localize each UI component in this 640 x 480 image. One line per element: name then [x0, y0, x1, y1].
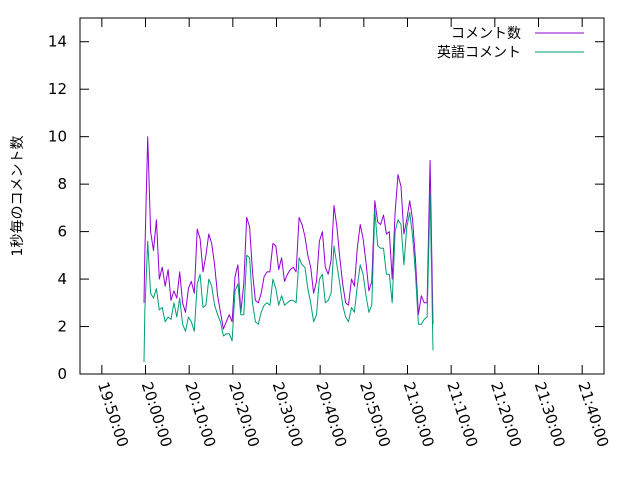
x-tick-label: 20:30:00 — [269, 380, 307, 450]
y-tick-label: 2 — [57, 318, 67, 336]
y-tick-label: 6 — [57, 223, 67, 241]
x-tick-label: 20:20:00 — [225, 380, 263, 450]
y-axis-label: 1秒毎のコメント数 — [10, 136, 26, 257]
axis-ticks: 0 2 4 6 8 10 12 14 19:50:00 20:00:00 20:10:00 20:20… — [48, 18, 612, 449]
plot-frame — [79, 17, 605, 375]
x-tick-label: 21:30:00 — [531, 380, 569, 450]
y-tick-label: 10 — [48, 128, 67, 146]
legend-label-2: 英語コメント — [437, 44, 521, 61]
x-tick-label: 21:10:00 — [443, 380, 481, 450]
x-tick-label: 20:10:00 — [181, 380, 219, 450]
x-tick-label: 21:00:00 — [400, 380, 438, 450]
plot-series — [143, 136, 434, 363]
x-tick-label: 20:40:00 — [312, 380, 350, 450]
x-tick-label: 21:20:00 — [487, 380, 525, 450]
x-tick-label: 20:00:00 — [138, 380, 176, 450]
y-tick-label: 12 — [48, 80, 67, 98]
series-line-2 — [143, 193, 434, 363]
x-tick-label: 21:40:00 — [574, 380, 612, 450]
y-tick-label: 0 — [57, 365, 67, 383]
y-tick-label: 4 — [57, 270, 67, 288]
x-tick-label: 20:50:00 — [356, 380, 394, 450]
series-line-1 — [143, 136, 434, 330]
y-tick-label: 8 — [57, 175, 67, 193]
x-tick-label: 19:50:00 — [94, 380, 132, 450]
legend-label-1: コメント数 — [451, 26, 521, 42]
y-tick-label: 14 — [48, 33, 67, 51]
